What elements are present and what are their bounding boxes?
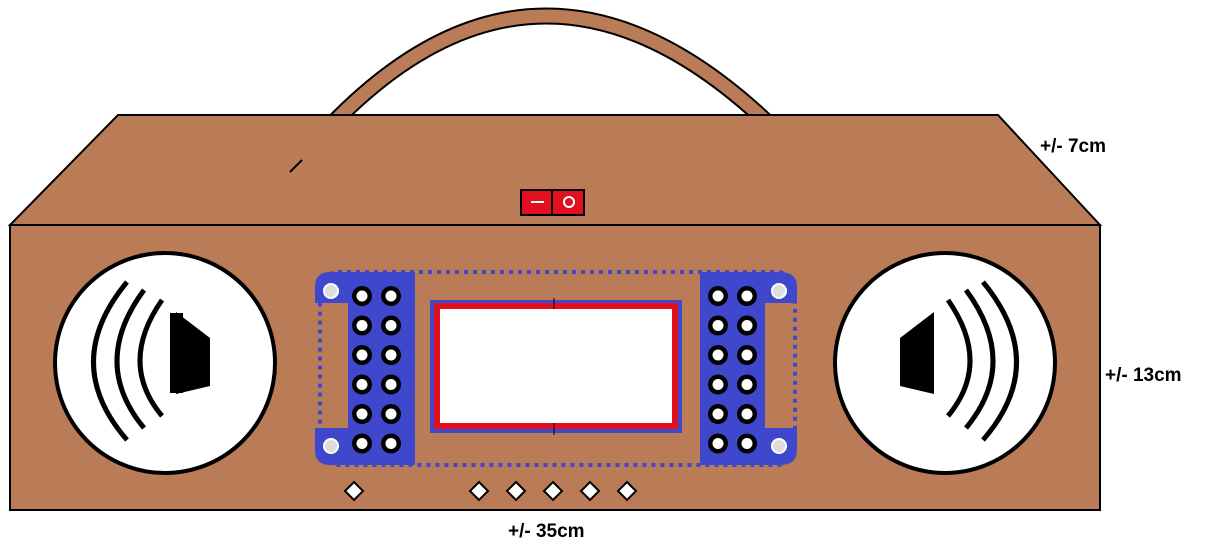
handle xyxy=(283,7,822,178)
pin-center xyxy=(385,349,397,361)
mounting-hole xyxy=(771,283,787,299)
sound-wave-icon xyxy=(137,298,165,418)
pcb-outline xyxy=(318,270,797,467)
control-buttons[interactable] xyxy=(343,480,638,502)
button[interactable] xyxy=(616,480,638,502)
speaker-grille xyxy=(53,251,277,475)
pin-center xyxy=(385,379,397,390)
pin-center xyxy=(356,438,368,449)
pin-header-right xyxy=(708,286,757,454)
pin-center xyxy=(712,320,724,331)
speaker-grille xyxy=(833,251,1057,475)
speaker-cone-icon xyxy=(900,312,934,394)
height-label: +/- 13cm xyxy=(1105,365,1182,386)
pin-center xyxy=(741,408,753,420)
pin-center xyxy=(712,438,724,449)
pin-center xyxy=(712,408,724,420)
mounting-hole xyxy=(771,438,787,454)
pin-center xyxy=(741,379,753,390)
sound-wave-icon xyxy=(981,280,1019,442)
width-label: +/- 35cm xyxy=(508,521,585,542)
button[interactable] xyxy=(579,480,601,502)
depth-label: +/- 7cm xyxy=(1040,136,1106,157)
pin-center xyxy=(741,349,753,361)
pin-center xyxy=(385,438,397,449)
pin-center xyxy=(741,290,753,302)
pin-center xyxy=(712,290,724,302)
pin-center xyxy=(356,408,368,420)
left-speaker xyxy=(53,251,277,475)
pin-center xyxy=(385,408,397,420)
sound-wave-icon xyxy=(963,288,996,430)
button[interactable] xyxy=(505,480,527,502)
pin-center xyxy=(356,320,368,331)
pin-header-left xyxy=(352,286,401,454)
right-speaker xyxy=(833,251,1057,475)
pin-center xyxy=(356,349,368,361)
sound-wave-icon xyxy=(945,298,973,418)
switch-off-icon xyxy=(563,196,575,208)
mounting-hole xyxy=(323,438,339,454)
pin-center xyxy=(741,320,753,331)
handle-body xyxy=(284,9,820,177)
pin-center xyxy=(356,290,368,302)
pin-center xyxy=(356,379,368,390)
speaker-cone-icon xyxy=(176,312,210,394)
pin-center xyxy=(712,379,724,390)
mounting-hole xyxy=(323,283,339,299)
sound-wave-icon xyxy=(114,288,147,430)
power-switch[interactable] xyxy=(520,189,585,216)
display-screen xyxy=(440,309,672,423)
button[interactable] xyxy=(343,480,365,502)
sound-wave-icon xyxy=(91,280,129,442)
pin-center xyxy=(712,349,724,361)
pin-center xyxy=(385,320,397,331)
button[interactable] xyxy=(542,480,564,502)
lcd-display xyxy=(430,298,682,435)
button[interactable] xyxy=(468,480,490,502)
pin-center xyxy=(741,438,753,449)
pin-center xyxy=(385,290,397,302)
circuit-board xyxy=(315,270,797,467)
